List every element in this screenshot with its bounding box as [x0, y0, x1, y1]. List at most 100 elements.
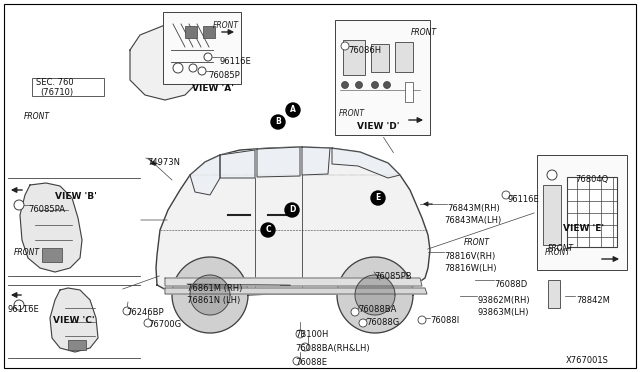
- Text: 96116E: 96116E: [508, 195, 540, 204]
- Text: VIEW 'E': VIEW 'E': [563, 224, 604, 233]
- Polygon shape: [302, 147, 330, 175]
- Bar: [405, 82, 413, 102]
- Polygon shape: [337, 257, 413, 333]
- Circle shape: [261, 223, 275, 237]
- Circle shape: [271, 115, 285, 129]
- Polygon shape: [172, 257, 248, 333]
- Text: 76861M (RH): 76861M (RH): [187, 284, 243, 293]
- Circle shape: [301, 343, 309, 351]
- Polygon shape: [50, 288, 98, 352]
- Text: 74973N: 74973N: [147, 158, 180, 167]
- Polygon shape: [130, 25, 195, 100]
- Text: 7B100H: 7B100H: [295, 330, 328, 339]
- Text: FRONT: FRONT: [545, 248, 571, 257]
- Text: 76843MA(LH): 76843MA(LH): [444, 216, 501, 225]
- Bar: [163, 12, 241, 84]
- Polygon shape: [332, 148, 400, 178]
- Text: 96116E: 96116E: [220, 57, 252, 66]
- Polygon shape: [257, 147, 300, 177]
- Bar: [343, 40, 365, 75]
- Circle shape: [371, 81, 378, 89]
- Bar: [567, 177, 617, 247]
- Text: 93863M(LH): 93863M(LH): [477, 308, 529, 317]
- Text: (76710): (76710): [40, 88, 73, 97]
- Polygon shape: [190, 155, 220, 195]
- Text: C: C: [265, 225, 271, 234]
- Text: FRONT: FRONT: [548, 244, 574, 253]
- Text: 76088D: 76088D: [494, 280, 527, 289]
- Bar: [548, 280, 560, 308]
- Text: 76843M(RH): 76843M(RH): [447, 204, 500, 213]
- Circle shape: [14, 300, 24, 310]
- Polygon shape: [165, 288, 427, 294]
- Bar: [537, 155, 627, 270]
- Text: 76088G: 76088G: [366, 318, 399, 327]
- Polygon shape: [220, 150, 255, 178]
- Text: 76088E: 76088E: [295, 358, 327, 367]
- Text: VIEW 'C': VIEW 'C': [53, 316, 95, 325]
- Circle shape: [14, 200, 24, 210]
- Text: 76088BA(RH&LH): 76088BA(RH&LH): [295, 344, 370, 353]
- Text: SEC. 760: SEC. 760: [36, 78, 74, 87]
- Bar: [371, 44, 389, 72]
- Bar: [335, 20, 430, 135]
- Bar: [185, 26, 197, 38]
- Text: 76088I: 76088I: [430, 316, 460, 325]
- Polygon shape: [156, 147, 430, 300]
- Text: 76086H: 76086H: [348, 46, 381, 55]
- Circle shape: [351, 308, 359, 316]
- Text: 76085P: 76085P: [208, 71, 240, 80]
- Text: B: B: [275, 118, 281, 126]
- Circle shape: [502, 191, 510, 199]
- Circle shape: [355, 81, 362, 89]
- Bar: [203, 26, 215, 38]
- Text: 78816V(RH): 78816V(RH): [444, 252, 495, 261]
- Circle shape: [286, 103, 300, 117]
- Bar: [395, 42, 413, 72]
- Circle shape: [204, 53, 212, 61]
- Circle shape: [198, 67, 206, 75]
- Circle shape: [547, 170, 557, 180]
- Text: 76085PA: 76085PA: [28, 205, 65, 214]
- Circle shape: [371, 191, 385, 205]
- Text: VIEW 'D': VIEW 'D': [357, 122, 399, 131]
- Circle shape: [189, 64, 197, 72]
- Circle shape: [342, 81, 349, 89]
- Text: 76861N (LH): 76861N (LH): [187, 296, 240, 305]
- Circle shape: [293, 357, 301, 365]
- Text: FRONT: FRONT: [14, 248, 40, 257]
- Text: FRONT: FRONT: [213, 21, 239, 30]
- Circle shape: [123, 307, 131, 315]
- Text: E: E: [376, 193, 381, 202]
- Text: 78842M: 78842M: [576, 296, 610, 305]
- Text: FRONT: FRONT: [339, 109, 365, 118]
- Circle shape: [144, 319, 152, 327]
- Text: 93862M(RH): 93862M(RH): [477, 296, 530, 305]
- Text: FRONT: FRONT: [464, 238, 490, 247]
- Text: 76700G: 76700G: [148, 320, 181, 329]
- Text: 76246BP: 76246BP: [126, 308, 164, 317]
- Circle shape: [359, 319, 367, 327]
- Text: 96116E: 96116E: [8, 305, 40, 314]
- Polygon shape: [190, 275, 230, 315]
- Text: A: A: [290, 106, 296, 115]
- Text: FRONT: FRONT: [411, 28, 437, 37]
- Circle shape: [418, 316, 426, 324]
- Polygon shape: [355, 275, 395, 315]
- Bar: [68, 340, 86, 350]
- Text: X767001S: X767001S: [566, 356, 609, 365]
- Circle shape: [285, 203, 299, 217]
- Bar: [543, 185, 561, 245]
- Circle shape: [173, 63, 183, 73]
- Bar: [42, 248, 62, 262]
- Circle shape: [341, 42, 349, 50]
- Polygon shape: [165, 278, 422, 286]
- Text: FRONT: FRONT: [24, 112, 50, 121]
- Text: 76804Q: 76804Q: [575, 175, 608, 184]
- Circle shape: [296, 330, 304, 338]
- Text: 78816W(LH): 78816W(LH): [444, 264, 497, 273]
- Polygon shape: [20, 183, 82, 272]
- Circle shape: [383, 81, 390, 89]
- Text: 76085PB: 76085PB: [374, 272, 412, 281]
- Text: D: D: [289, 205, 295, 215]
